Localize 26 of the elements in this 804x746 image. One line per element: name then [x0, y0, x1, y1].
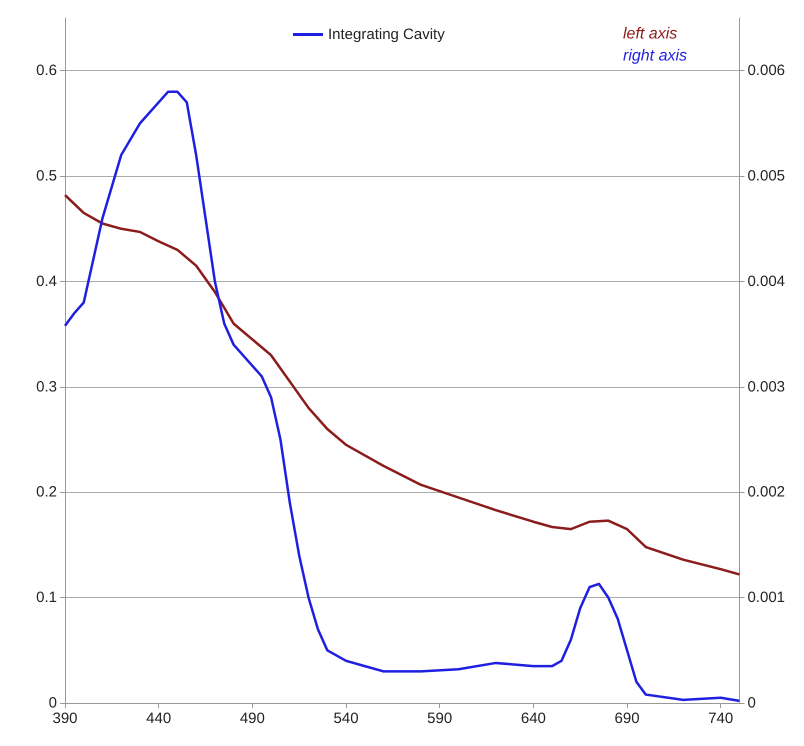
y-tick-label: 0.3	[36, 378, 57, 396]
y-tick-label: 0	[48, 694, 57, 712]
y2-tick-label: 0.001	[747, 589, 786, 606]
x-tick-label: 390	[52, 710, 78, 727]
y2-tick-label: 0.003	[747, 378, 786, 396]
x-tick-label: 440	[146, 710, 172, 727]
x-tick-label: 540	[334, 710, 359, 727]
legend-label: Integrating Cavity	[328, 26, 446, 43]
annotation: right axis	[623, 48, 688, 64]
x-tick-label: 690	[614, 710, 640, 727]
y-tick-label: 0.4	[36, 272, 57, 290]
y2-tick-label: 0.004	[747, 272, 786, 290]
x-tick-label: 740	[708, 710, 734, 727]
y2-tick-label: 0.006	[747, 62, 786, 80]
line-series	[64, 194, 741, 576]
y-tick-label: 0.2	[36, 484, 57, 501]
y2-tick-label: 0	[747, 694, 756, 712]
x-tick-label: 640	[520, 710, 546, 727]
x-tick-label: 590	[427, 710, 452, 727]
y-tick-label: 0.6	[36, 62, 57, 80]
y2-tick-label: 0.002	[747, 484, 786, 501]
y2-tick-label: 0.005	[747, 168, 786, 185]
x-tick-label: 490	[240, 710, 265, 727]
annotation: left axis	[623, 26, 678, 42]
y-tick-label: 0.1	[36, 589, 57, 606]
y-tick-label: 0.5	[36, 168, 57, 185]
